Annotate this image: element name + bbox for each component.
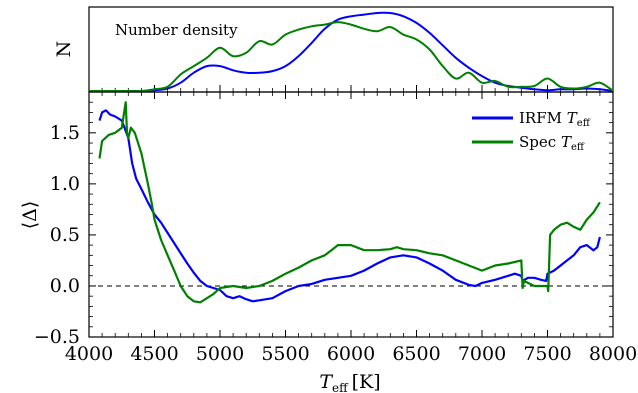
x-tick-label: 7500 [523, 343, 571, 365]
x-tick-label: 5000 [196, 343, 244, 365]
legend: IRFM Teff Spec Teff [472, 109, 591, 153]
x-tick-label: 6000 [327, 343, 375, 365]
y-tick-label: −0.5 [34, 326, 80, 348]
density-series-group [89, 11, 614, 93]
x-tick-label: 7000 [458, 343, 506, 365]
y-tick-label: 1.5 [50, 122, 80, 144]
density-annotation: Number density [115, 21, 238, 39]
x-tick-label: 6500 [392, 343, 440, 365]
y-tick-label: 0.5 [50, 224, 80, 246]
x-axis-label: Teff [K] [319, 371, 380, 393]
y-tick-label: 0.0 [50, 275, 80, 297]
density-y-axis-label: N [53, 41, 75, 58]
legend-label-spec: Spec Teff [519, 133, 585, 153]
y-axis-label: ⟨Δ⟩ [19, 201, 41, 230]
density-frame [88, 6, 614, 93]
x-tick-label: 8000 [589, 343, 637, 365]
main-frame [88, 91, 614, 338]
main-y-ticks: −0.5 0.0 0.5 1.0 1.5 [34, 101, 613, 348]
density-line-irfm [89, 11, 614, 93]
main-series-group [98, 101, 601, 304]
y-tick-label: 1.0 [50, 173, 80, 195]
x-tick-label: 4000 [65, 343, 113, 365]
density-line-spec [89, 21, 614, 93]
main-panel: 4000 4500 5000 5500 6000 6500 7000 7500 8000 −0.… [19, 91, 637, 393]
x-tick-label: 5500 [261, 343, 309, 365]
series-line-spec [98, 101, 601, 304]
legend-label-irfm: IRFM Teff [519, 109, 591, 129]
x-tick-label: 4500 [130, 343, 178, 365]
density-panel: Number density N [53, 6, 614, 93]
main-x-ticks: 4000 4500 5000 5500 6000 6500 7000 7500 8000 [65, 92, 637, 365]
